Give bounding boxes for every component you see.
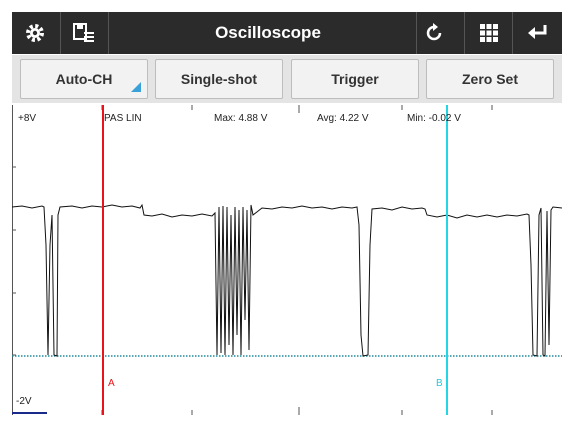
waveform-display: +8V PAS LIN Max: 4.88 V Avg: 4.22 V Min:… (12, 105, 562, 415)
grid-icon[interactable] (480, 24, 498, 42)
screen-title: Oscilloscope (215, 23, 321, 42)
max-label: Max: 4.88 V (214, 113, 268, 124)
settings-icon[interactable] (25, 23, 45, 43)
min-label: Min: -0.02 V (407, 113, 461, 124)
toolbar: Oscilloscope (12, 12, 562, 54)
channel-label: PAS LIN (104, 113, 142, 124)
zero-set-button[interactable]: Zero Set (426, 59, 554, 99)
back-icon[interactable] (527, 23, 549, 43)
auto-ch-button[interactable]: Auto-CH (20, 59, 148, 99)
trigger-button[interactable]: Trigger (291, 59, 419, 99)
refresh-icon[interactable] (424, 23, 444, 43)
cursor-b-label: B (436, 378, 443, 389)
cursor-a-label: A (108, 378, 115, 389)
top-scale-label: +8V (18, 113, 36, 124)
avg-label: Avg: 4.22 V (317, 113, 369, 124)
bottom-scale-label: -2V (16, 396, 32, 407)
single-shot-button[interactable]: Single-shot (155, 59, 283, 99)
save-icon[interactable] (73, 23, 95, 43)
button-row: Auto-CH Single-shot Trigger Zero Set (12, 55, 562, 103)
